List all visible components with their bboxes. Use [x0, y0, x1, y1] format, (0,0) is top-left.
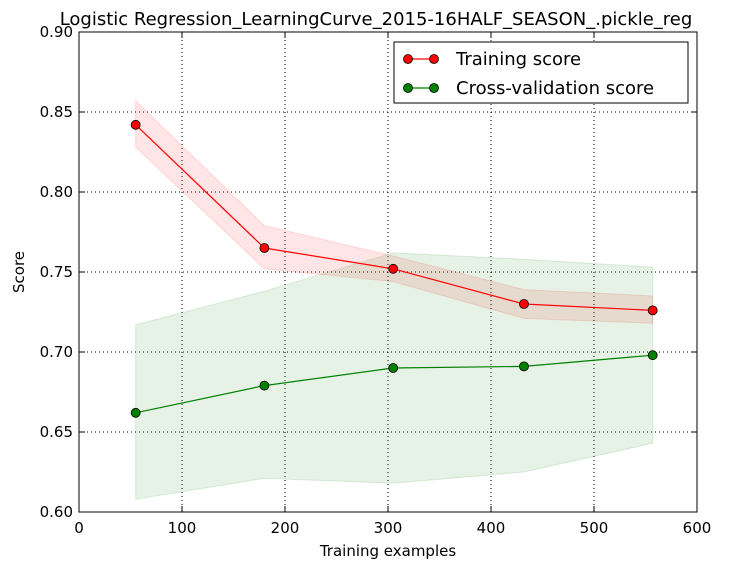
series-0-point	[260, 244, 269, 253]
chart-title: Logistic Regression_LearningCurve_2015-1…	[60, 9, 693, 30]
series-1-point	[519, 362, 528, 371]
x-tick-label: 600	[683, 519, 712, 537]
y-tick-label: 0.70	[40, 343, 73, 361]
y-tick-label: 0.90	[40, 23, 73, 41]
legend-label-1: Cross-validation score	[456, 78, 654, 99]
series-1-point	[131, 408, 140, 417]
series-0-point	[648, 306, 657, 315]
x-tick-label: 400	[477, 519, 506, 537]
series-1-point	[648, 351, 657, 360]
x-tick-label: 100	[168, 519, 197, 537]
x-tick-label: 300	[374, 519, 403, 537]
series-1-band	[136, 253, 653, 499]
y-tick-label: 0.80	[40, 183, 73, 201]
legend-marker-1	[430, 84, 439, 93]
series-0-point	[389, 264, 398, 273]
legend-marker-1	[404, 84, 413, 93]
series-0-point	[131, 120, 140, 129]
legend-marker-0	[430, 55, 439, 64]
confidence-bands	[136, 101, 653, 499]
x-tick-label: 0	[74, 519, 84, 537]
series-0-point	[519, 300, 528, 309]
y-tick-label: 0.65	[40, 423, 73, 441]
x-tick-label: 200	[271, 519, 300, 537]
series-1-point	[389, 364, 398, 373]
series-1-point	[260, 381, 269, 390]
legend-marker-0	[404, 55, 413, 64]
y-tick-label: 0.60	[40, 503, 73, 521]
y-tick-label: 0.85	[40, 103, 73, 121]
x-tick-label: 500	[580, 519, 609, 537]
legend-label-0: Training score	[455, 49, 581, 70]
y-tick-label: 0.75	[40, 263, 73, 281]
legend: Training score Cross-validation score	[394, 42, 688, 103]
x-axis-label: Training examples	[319, 542, 457, 560]
y-axis-label: Score	[10, 251, 28, 293]
